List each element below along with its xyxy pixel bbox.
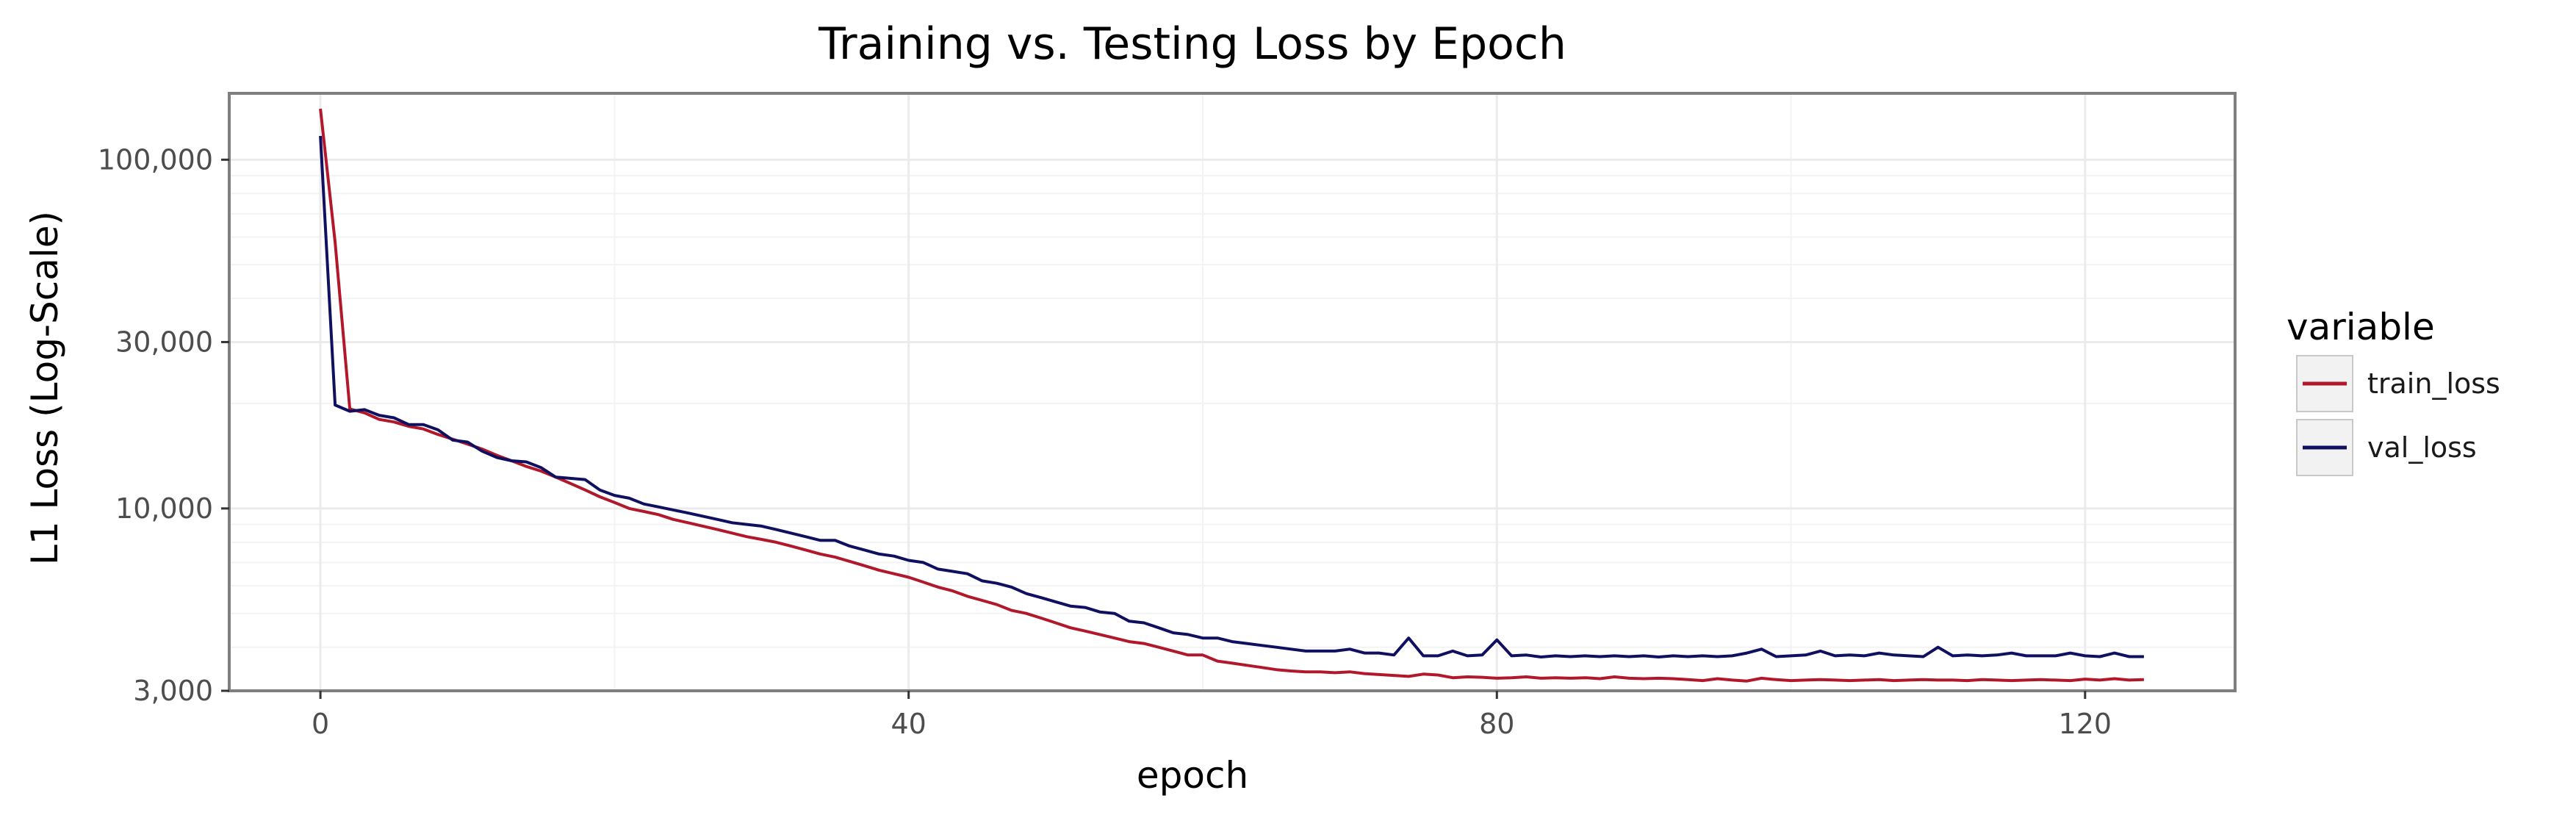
- y-axis: 3,000 10,000 30,000 100,000: [98, 143, 229, 707]
- legend: variable train_loss val_loss: [2287, 306, 2500, 476]
- y-tick-label: 100,000: [98, 143, 213, 176]
- x-axis: 0 40 80 120: [312, 691, 2112, 740]
- y-tick-label: 30,000: [115, 326, 213, 358]
- legend-title: variable: [2287, 306, 2435, 348]
- x-tick-label: 0: [312, 708, 329, 740]
- legend-label-train_loss: train_loss: [2367, 367, 2500, 400]
- y-tick-label: 10,000: [115, 492, 213, 525]
- plot-area: [228, 92, 2237, 692]
- x-tick-label: 40: [891, 708, 926, 740]
- chart-title: Training vs. Testing Loss by Epoch: [818, 18, 1566, 70]
- panel-background: [229, 93, 2235, 691]
- y-axis-title: L1 Loss (Log-Scale): [24, 211, 66, 565]
- legend-label-val_loss: val_loss: [2367, 431, 2477, 464]
- x-tick-label: 80: [1479, 708, 1514, 740]
- x-axis-title: epoch: [1137, 754, 1248, 797]
- series-line-train_loss: [319, 108, 2144, 683]
- x-tick-label: 120: [2059, 708, 2112, 740]
- y-tick-label: 3,000: [133, 675, 213, 707]
- panel-border: [228, 92, 2237, 692]
- series-line-val_loss: [319, 135, 2144, 658]
